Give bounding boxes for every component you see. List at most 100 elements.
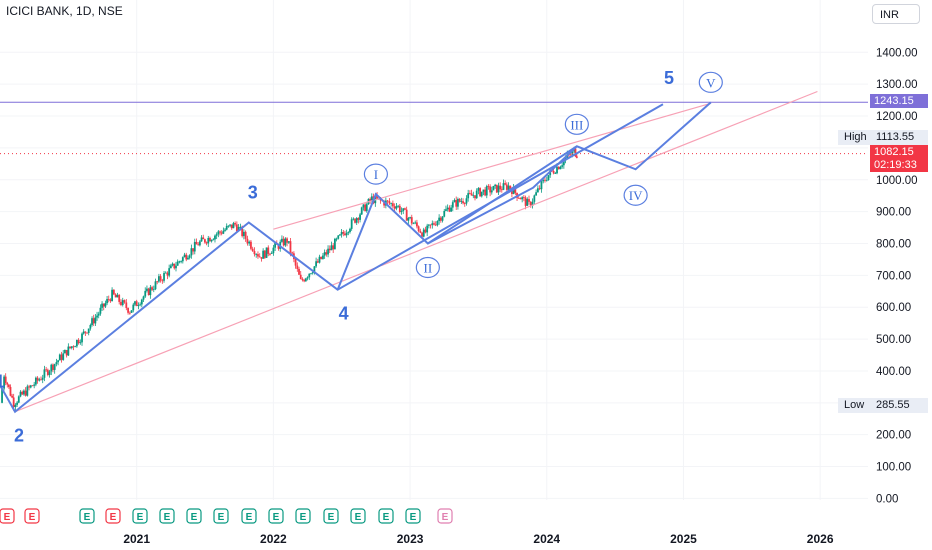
intermediate-wave [336, 101, 712, 291]
candle-body [424, 229, 427, 233]
candle-body [365, 204, 368, 212]
candle-body [562, 160, 565, 166]
candle-body [260, 257, 263, 259]
candle-body [344, 233, 346, 236]
candle-body [286, 238, 288, 243]
candle-body [436, 221, 439, 226]
candle-body [574, 148, 577, 157]
candle-body [250, 241, 252, 249]
y-tick-label: 1300.00 [876, 79, 918, 91]
primary-wave [0, 103, 664, 414]
candle-body [426, 225, 429, 233]
candle-body [306, 277, 309, 279]
candle-body [291, 252, 294, 254]
candle-body [294, 259, 297, 266]
candle-body [509, 185, 512, 190]
candle-body [220, 232, 223, 234]
minor-wave [427, 145, 578, 245]
earnings-marker-box [24, 508, 40, 524]
wave-circle-II [415, 256, 440, 279]
candle-body [316, 261, 319, 263]
candle-body [511, 189, 513, 194]
candle-body [180, 261, 183, 263]
symbol-title: ICICI BANK, 1D, NSE [6, 4, 123, 18]
candle-body [465, 198, 468, 204]
y-tick-label: 500.00 [876, 334, 911, 346]
y-tick-label: 1400.00 [876, 47, 918, 59]
y-tick-label: 900.00 [876, 207, 911, 219]
high-label: High [838, 130, 873, 145]
candle-body [58, 354, 61, 361]
candle-body [89, 324, 92, 329]
y-tick-label: 0.00 [876, 493, 898, 505]
candle-body [497, 185, 500, 193]
candle-body [556, 166, 558, 174]
candle-body [219, 231, 221, 233]
candle-body [257, 254, 259, 257]
candle-body [229, 224, 231, 226]
candle-body [239, 226, 242, 228]
candle-body [559, 166, 562, 170]
candle-body [575, 156, 578, 158]
candle-body [12, 397, 15, 408]
candle-body [569, 154, 572, 156]
candle-body [244, 231, 247, 239]
candle-body [298, 268, 300, 275]
earnings-marker-box [350, 508, 366, 524]
candle-body [151, 287, 153, 290]
earnings-marker-label: E [410, 512, 417, 523]
candle-body [114, 294, 117, 298]
candle-body [224, 229, 226, 231]
candle-body [74, 346, 77, 348]
candle-body [492, 185, 495, 191]
candle-body [494, 184, 497, 186]
candle-body [522, 197, 525, 198]
candle-body [505, 184, 508, 190]
candle-body [139, 304, 142, 306]
y-tick-label: 100.00 [876, 462, 911, 474]
candle-body [531, 201, 534, 206]
candle-body [67, 346, 70, 356]
candle-body [404, 208, 406, 210]
candle-body [526, 199, 529, 206]
candle-body [161, 280, 164, 282]
candle-body [123, 300, 126, 303]
candle-body [332, 245, 335, 250]
candle-body [457, 198, 459, 207]
x-tick-label: 2025 [670, 532, 697, 546]
candle-body [130, 310, 133, 313]
y-tick-label: 1200.00 [876, 111, 918, 123]
earnings-marker: E [323, 508, 339, 524]
x-tick-label: 2026 [807, 532, 834, 546]
candle-body [311, 272, 314, 274]
candle-body [146, 288, 148, 291]
candle-body [163, 273, 165, 281]
y-tick-label: 800.00 [876, 238, 911, 250]
candle-body [431, 223, 434, 226]
candle-body [181, 257, 184, 262]
candle-body [50, 364, 53, 372]
candle-body [395, 206, 398, 209]
candle-body [176, 261, 179, 266]
candle-body [24, 390, 27, 396]
earnings-marker-label: E [442, 512, 449, 523]
candle-body [284, 238, 287, 246]
candle-body [135, 301, 138, 307]
candle-body [7, 384, 10, 387]
earnings-marker-label: E [300, 512, 307, 523]
currency-select[interactable]: INR [872, 4, 920, 24]
candle-body [207, 237, 210, 244]
x-tick-label: 2022 [260, 532, 287, 546]
candle-body [60, 354, 63, 360]
candle-body [272, 247, 275, 254]
candle-body [536, 188, 539, 193]
candle-body [217, 231, 220, 235]
candle-body [6, 382, 9, 385]
x-tick-label: 2024 [533, 532, 560, 546]
candle-body [427, 224, 430, 226]
candle-body [64, 349, 66, 354]
candle-body [77, 339, 80, 344]
earnings-marker-label: E [29, 512, 36, 523]
